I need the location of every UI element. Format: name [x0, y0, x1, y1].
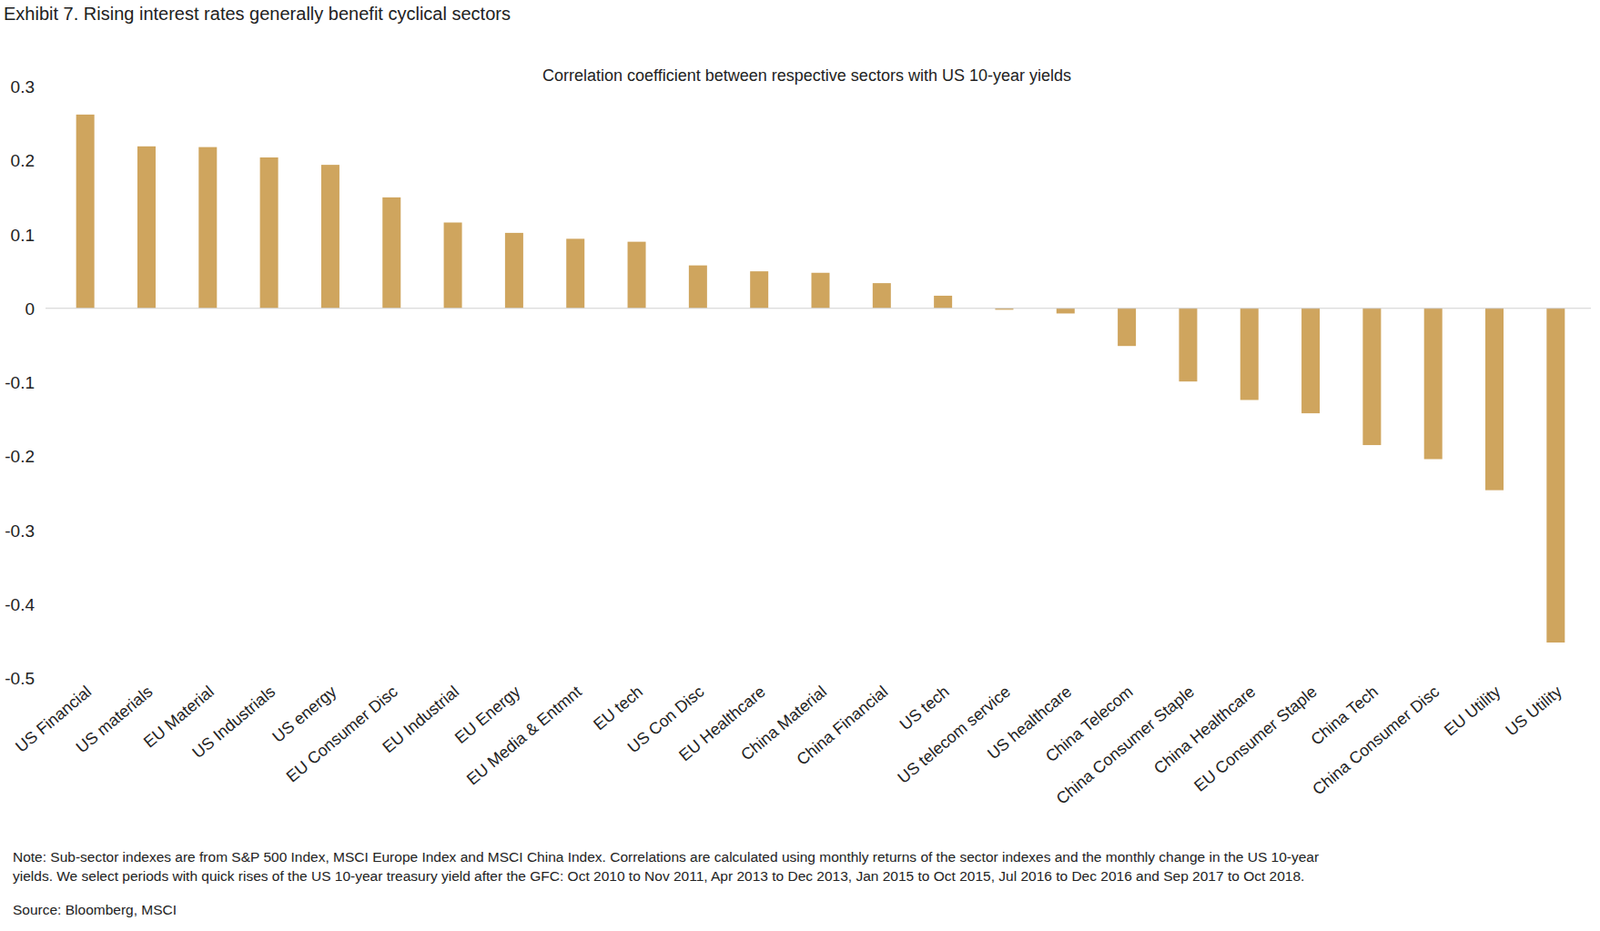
- bar: [627, 242, 647, 309]
- x-tick-label: US telecom service: [893, 682, 1014, 788]
- bar: [198, 147, 217, 309]
- x-tick-label: EU Industrial: [378, 682, 463, 758]
- note: Note: Sub-sector indexes are from S&P 50…: [12, 849, 1319, 865]
- x-tick-label: EU Consumer Staple: [1190, 682, 1320, 796]
- x-tick-label: China Consumer Disc: [1308, 682, 1443, 800]
- x-tick-label: EU tech: [589, 682, 647, 734]
- bar: [933, 295, 952, 309]
- x-tick-label: US tech: [896, 682, 953, 734]
- x-tick-label: EU Consumer Disc: [283, 682, 402, 787]
- y-tick-label: 0.1: [10, 225, 35, 245]
- y-tick-label: 0: [24, 299, 35, 319]
- bar: [1056, 308, 1075, 314]
- chart: Exhibit 7. Rising interest rates general…: [0, 0, 1600, 931]
- x-tick-label: EU Media & Entmnt: [463, 682, 586, 790]
- bar: [688, 265, 708, 309]
- bar: [1362, 308, 1381, 446]
- bar: [1240, 308, 1259, 401]
- note: yields. We select periods with quick ris…: [12, 868, 1305, 884]
- bar: [872, 283, 892, 309]
- x-tick-label: EU Utility: [1440, 682, 1505, 740]
- y-tick-label: 0.3: [10, 77, 35, 97]
- x-tick-label: China Financial: [792, 682, 892, 770]
- title: Exhibit 7. Rising interest rates general…: [3, 3, 511, 24]
- bars: [76, 114, 1566, 643]
- y-tick-label: -0.5: [4, 668, 35, 689]
- bar: [1117, 308, 1136, 346]
- bar: [505, 232, 524, 309]
- source: Source: Bloomberg, MSCI: [12, 901, 177, 918]
- x-tick-label: US materials: [72, 682, 157, 758]
- y-tick-label: -0.2: [4, 446, 35, 466]
- bar: [1301, 308, 1320, 414]
- bar: [749, 271, 769, 309]
- y-tick-label: 0.2: [10, 151, 35, 171]
- bar: [811, 273, 831, 309]
- y-tick-label: -0.1: [4, 373, 35, 393]
- bar: [1485, 308, 1504, 491]
- baseline: [45, 307, 1591, 309]
- x-tick-label: US Industrials: [189, 682, 280, 762]
- bar: [137, 146, 156, 309]
- bar: [1178, 308, 1197, 382]
- x-tick-label: China Healthcare: [1150, 682, 1259, 779]
- bar: [260, 157, 279, 309]
- y-tick-label: -0.3: [4, 521, 35, 541]
- bar: [566, 238, 585, 308]
- bar: [444, 222, 463, 309]
- x-tick-label: US Utility: [1501, 682, 1566, 740]
- bar: [321, 164, 340, 309]
- bar: [1424, 308, 1443, 460]
- bar: [1546, 308, 1565, 643]
- y-tick-label: -0.4: [4, 595, 35, 615]
- bar: [382, 197, 401, 309]
- subtitle: Correlation coefficient between respecti…: [542, 66, 1072, 85]
- bar: [76, 114, 95, 309]
